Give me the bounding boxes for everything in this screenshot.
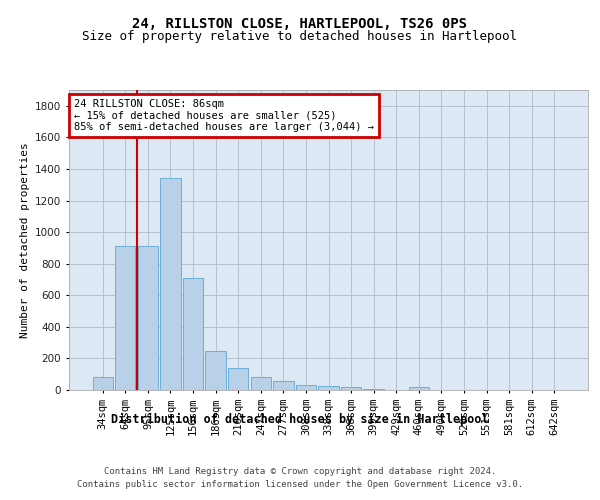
Bar (319, 386, 338, 390)
Bar (228, 368, 248, 390)
Text: Contains HM Land Registry data © Crown copyright and database right 2024.
Contai: Contains HM Land Registry data © Crown c… (77, 468, 523, 489)
Bar (138, 246, 158, 390)
Bar (273, 382, 293, 390)
Bar (251, 378, 271, 390)
Text: 24 RILLSTON CLOSE: 86sqm
← 15% of detached houses are smaller (525)
85% of semi-: 24 RILLSTON CLOSE: 86sqm ← 15% of detach… (74, 99, 374, 132)
Text: 24, RILLSTON CLOSE, HARTLEPOOL, TS26 0PS: 24, RILLSTON CLOSE, HARTLEPOOL, TS26 0PS (133, 18, 467, 32)
Bar (183, 278, 203, 390)
Bar (364, 389, 384, 390)
Bar (92, 376, 113, 390)
Bar (205, 350, 226, 390)
Y-axis label: Number of detached properties: Number of detached properties (20, 142, 29, 338)
Text: Size of property relative to detached houses in Hartlepool: Size of property relative to detached ho… (83, 30, 517, 43)
Bar (296, 386, 316, 390)
Bar (341, 387, 361, 390)
Text: Distribution of detached houses by size in Hartlepool: Distribution of detached houses by size … (111, 412, 489, 426)
Bar (115, 246, 136, 390)
Bar (160, 178, 181, 390)
Bar (409, 387, 429, 390)
